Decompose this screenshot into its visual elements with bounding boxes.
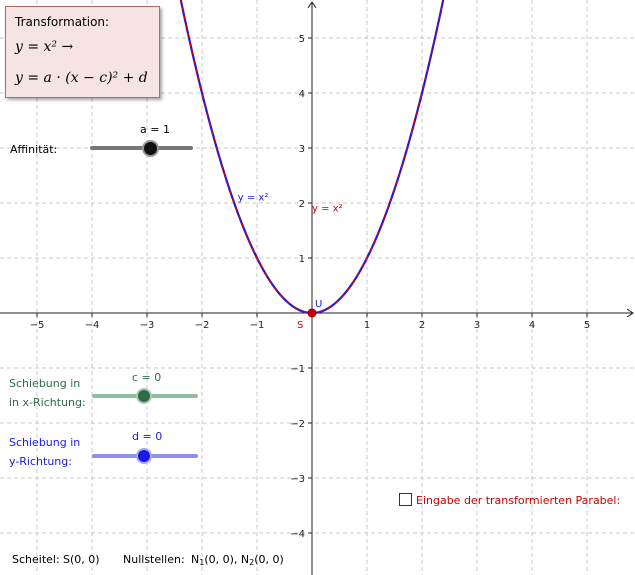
shift-x-slider-knob[interactable] [136,388,152,404]
affinity-slider-label: Affinität: [10,143,58,156]
curve-label: y = x² [238,192,269,203]
y-tick-label: −2 [290,419,305,430]
shift-y-slider-knob[interactable] [136,448,152,464]
y-tick-label: 4 [299,89,305,100]
shift-x-label-line1: Schiebung in [9,377,81,390]
transformed-parabola-checkbox[interactable] [399,493,412,506]
affinity-slider-knob[interactable] [142,140,159,157]
x-tick-label: −5 [30,320,45,331]
y-axis-arrow [307,1,317,9]
u-point-label: U [315,299,322,310]
vertex-value: S(0, 0) [63,553,100,566]
shift-y-label-line2: y-Richtung: [9,455,72,468]
shift-x-value: c = 0 [132,371,162,384]
x-tick-label: 4 [529,320,535,331]
zero1-subscript: 1 [199,558,205,567]
vertex-point [307,308,317,318]
vertex-label: Scheitel: [12,553,60,566]
zero1-letter: N [191,553,200,566]
curve-label: y = x² [312,203,343,214]
x-tick-label: −1 [250,320,265,331]
vertex-point-label: S [297,320,303,331]
zeros-value: N1(0, 0), N2(0, 0) [191,553,284,567]
transformation-infobox: Transformation: y = x² → y = a · (x − c)… [5,6,160,98]
x-tick-label: −3 [140,320,155,331]
transformation-label: Transformation: [15,15,110,29]
y-tick-label: 5 [299,34,305,45]
affinity-value: a = 1 [140,123,170,136]
y-tick-label: −1 [290,364,305,375]
x-tick-label: −4 [85,320,100,331]
y-tick-label: 3 [299,144,305,155]
x-tick-label: 2 [419,320,425,331]
y-tick-label: −4 [290,529,305,540]
zero2-letter: N [240,553,250,566]
y-tick-label: 1 [299,254,305,265]
x-tick-label: 3 [474,320,480,331]
shift-x-label-line2: in x-Richtung: [9,396,86,409]
point-marks: SU [297,299,322,331]
zero1-coords: (0, 0), [204,553,241,566]
x-tick-label: −2 [195,320,210,331]
x-tick-label: 1 [364,320,370,331]
zero2-coords: (0, 0) [254,553,284,566]
x-tick-label: 5 [584,320,590,331]
zero2-subscript: 2 [249,558,255,567]
zeros-label: Nullstellen: [123,553,185,566]
formula-original: y = x² → [15,39,74,55]
formula-transformed: y = a · (x − c)² + d [15,70,148,86]
shift-y-value: d = 0 [132,430,163,443]
x-axis-arrow [626,308,634,318]
transformed-parabola-checkbox-label[interactable]: Eingabe der transformierten Parabel: [416,494,621,507]
affinity-slider-track[interactable] [90,146,193,150]
tick-labels: −5 −4 −3 −2 −1 1 2 3 4 5 −4 −3 −2 −1 1 2 3 4 5 [30,34,591,540]
shift-y-label-line1: Schiebung in [9,436,81,449]
y-tick-label: 2 [299,199,305,210]
y-tick-label: −3 [290,474,305,485]
